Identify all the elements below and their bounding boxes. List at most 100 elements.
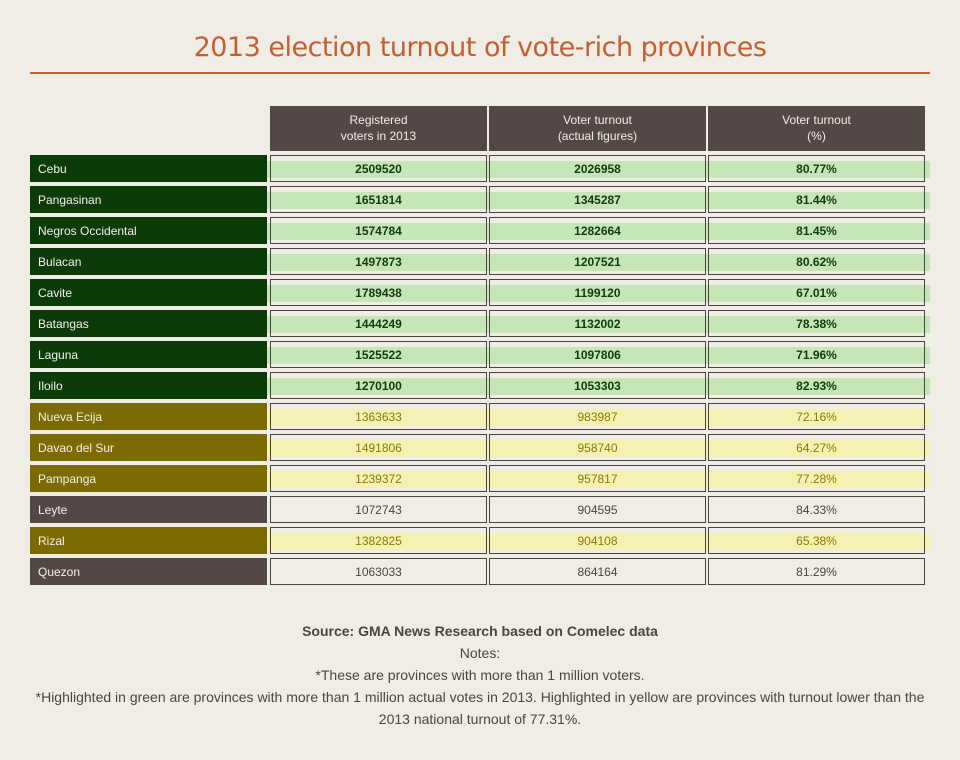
province-name: Leyte	[38, 503, 68, 517]
table-cell-border	[708, 496, 925, 523]
province-label-bg	[30, 527, 267, 554]
table-cell-border	[489, 341, 706, 368]
province-name: Quezon	[38, 565, 80, 579]
column-header-label: Voter turnout	[563, 113, 632, 127]
province-label-bg	[30, 558, 267, 585]
province-label-bg	[30, 155, 267, 182]
registered-voters-value: 1574784	[355, 224, 402, 238]
table-cell-border	[489, 372, 706, 399]
table-cell-border	[270, 279, 487, 306]
table-cell-border	[489, 527, 706, 554]
table-cell-border	[489, 155, 706, 182]
table-cell-border	[270, 403, 487, 430]
turnout-percent-value: 81.29%	[796, 565, 837, 579]
province-name: Nueva Ecija	[38, 410, 102, 424]
province-label-bg	[30, 434, 267, 461]
note-1: *These are provinces with more than 1 mi…	[315, 667, 645, 683]
table-cell-border	[489, 248, 706, 275]
column-header-bg	[270, 106, 487, 151]
chart-title: 2013 election turnout of vote-rich provi…	[193, 32, 767, 63]
turnout-percent-value: 64.27%	[796, 441, 837, 455]
turnout-percent-value: 81.45%	[796, 224, 837, 238]
table-cell-border	[489, 434, 706, 461]
column-header-label: (%)	[807, 129, 826, 143]
table-cell-border	[489, 186, 706, 213]
turnout-percent-value: 78.38%	[796, 317, 837, 331]
turnout-actual-value: 1132002	[574, 317, 620, 331]
turnout-actual-value: 1282664	[574, 224, 621, 238]
table-cell-border	[270, 310, 487, 337]
registered-voters-value: 1651814	[355, 193, 402, 207]
registered-voters-value: 1491806	[355, 441, 402, 455]
province-name: Davao del Sur	[38, 441, 114, 455]
registered-voters-value: 1239372	[355, 472, 402, 486]
turnout-percent-value: 81.44%	[796, 193, 837, 207]
column-header-label: voters in 2013	[341, 129, 417, 143]
turnout-percent-value: 80.77%	[796, 162, 837, 176]
turnout-percent-value: 67.01%	[796, 286, 837, 300]
province-name: Rizal	[38, 534, 65, 548]
table-cell-border	[708, 217, 925, 244]
province-name: Pampanga	[38, 472, 96, 486]
registered-voters-value: 1497873	[355, 255, 402, 269]
table-cell-border	[708, 248, 925, 275]
turnout-actual-value: 1097806	[574, 348, 621, 362]
province-name: Laguna	[38, 348, 78, 362]
table-cell-border	[270, 465, 487, 492]
table-cell-border	[270, 558, 487, 585]
table-cell-border	[708, 341, 925, 368]
table-cell-border	[708, 558, 925, 585]
table-cell-border	[708, 372, 925, 399]
title-divider	[30, 72, 930, 74]
table-cell-border	[489, 279, 706, 306]
province-name: Batangas	[38, 317, 89, 331]
table-cell-border	[270, 155, 487, 182]
table-cell-border	[708, 527, 925, 554]
registered-voters-value: 2509520	[355, 162, 402, 176]
turnout-percent-value: 77.28%	[796, 472, 837, 486]
registered-voters-value: 1525522	[355, 348, 402, 362]
table-cell-border	[270, 248, 487, 275]
column-header-label: Registered	[349, 113, 407, 127]
table-cell-border	[708, 465, 925, 492]
turnout-percent-value: 71.96%	[796, 348, 837, 362]
turnout-actual-value: 1199120	[574, 286, 620, 300]
province-label-bg	[30, 341, 267, 368]
turnout-actual-value: 983987	[577, 410, 617, 424]
table-cell-border	[708, 279, 925, 306]
province-name: Iloilo	[38, 379, 63, 393]
column-header-bg	[489, 106, 706, 151]
turnout-percent-value: 84.33%	[796, 503, 837, 517]
province-label-bg	[30, 217, 267, 244]
turnout-actual-value: 904108	[577, 534, 617, 548]
province-label-bg	[30, 496, 267, 523]
province-label-bg	[30, 186, 267, 213]
turnout-actual-value: 864164	[577, 565, 617, 579]
table-cell-border	[489, 310, 706, 337]
province-name: Cebu	[38, 162, 67, 176]
province-name: Cavite	[38, 286, 72, 300]
table-cell-border	[270, 372, 487, 399]
table-cell-border	[489, 403, 706, 430]
table-cell-border	[708, 403, 925, 430]
turnout-actual-value: 1345287	[574, 193, 621, 207]
table-cell-border	[489, 217, 706, 244]
table-cell-border	[708, 186, 925, 213]
province-label-bg	[30, 248, 267, 275]
table-cell-border	[489, 558, 706, 585]
table-cell-border	[270, 434, 487, 461]
source-note: Source: GMA News Research based on Comel…	[302, 623, 658, 639]
turnout-percent-value: 82.93%	[796, 379, 837, 393]
turnout-table: Registered voters in 2013 Voter turnout (ac…	[30, 106, 930, 588]
province-label-bg	[30, 465, 267, 492]
turnout-actual-value: 1207521	[574, 255, 621, 269]
note-2: *Highlighted in green are provinces with…	[35, 689, 925, 727]
registered-voters-value: 1444249	[355, 317, 402, 331]
province-label-bg	[30, 310, 267, 337]
table-cell-border	[270, 341, 487, 368]
turnout-actual-value: 2026958	[574, 162, 621, 176]
turnout-actual-value: 904595	[577, 503, 617, 517]
turnout-percent-value: 65.38%	[796, 534, 837, 548]
province-label-bg	[30, 279, 267, 306]
registered-voters-value: 1382825	[355, 534, 402, 548]
